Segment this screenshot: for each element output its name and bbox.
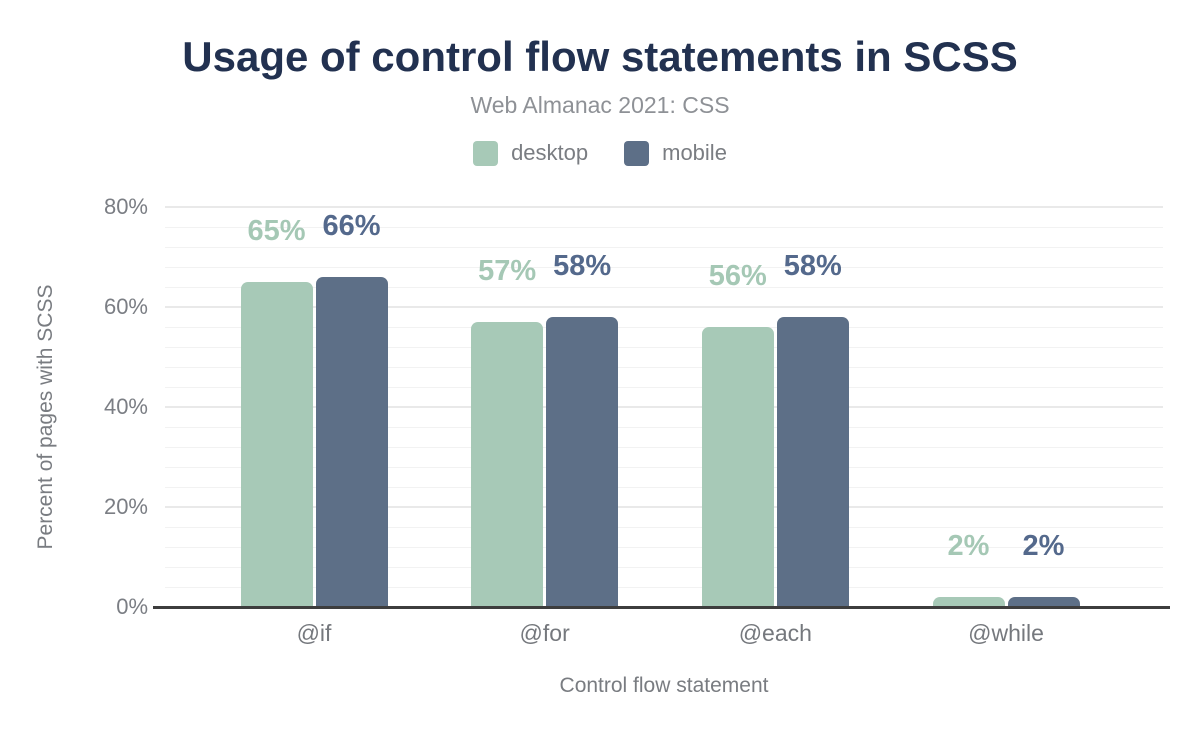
gridline-minor xyxy=(165,587,1163,588)
x-tick-label: @each xyxy=(738,620,812,646)
legend-label-desktop: desktop xyxy=(511,140,589,165)
bar-mobile-if[interactable] xyxy=(315,277,388,607)
bar-value-label: 2% xyxy=(1022,530,1065,562)
bar-value-label: 57% xyxy=(478,255,537,287)
bar-desktop-each[interactable] xyxy=(701,327,774,607)
gridline-major xyxy=(165,506,1163,508)
bar-value-label: 66% xyxy=(322,210,381,242)
gridline-minor xyxy=(165,267,1163,268)
gridline-minor xyxy=(165,327,1163,328)
bar-desktop-while[interactable] xyxy=(932,597,1005,607)
gridline-minor xyxy=(165,447,1163,448)
gridline-minor xyxy=(165,347,1163,348)
y-axis-title: Percent of pages with SCSS xyxy=(34,284,57,550)
gridline-minor xyxy=(165,427,1163,428)
mobile-swatch-icon xyxy=(624,140,650,166)
bar-value-label: 65% xyxy=(247,215,306,247)
legend-label-mobile: mobile xyxy=(662,140,727,165)
gridline-major xyxy=(165,406,1163,408)
legend-item-desktop[interactable]: desktop xyxy=(473,140,588,166)
bar-mobile-for[interactable] xyxy=(546,317,619,607)
x-tick-label: @while xyxy=(968,620,1044,646)
x-tick-label: @if xyxy=(296,620,332,646)
bar-value-label: 58% xyxy=(553,250,612,282)
gridline-minor xyxy=(165,367,1163,368)
plot-area: 0% 20% 40% 60% 80% 65% 66% @if 57% 58% @for 56% 58% @… xyxy=(104,196,1170,646)
chart-title: Usage of control flow statements in SCSS xyxy=(182,33,1018,80)
legend: desktop mobile xyxy=(0,140,1200,166)
y-tick-label: 60% xyxy=(103,294,148,319)
bar-value-label: 58% xyxy=(783,250,842,282)
bar-value-label: 56% xyxy=(708,260,767,292)
y-tick-label: 0% xyxy=(116,594,148,619)
gridline-minor xyxy=(165,467,1163,468)
x-tick-label: @for xyxy=(519,620,570,646)
gridline-minor xyxy=(165,387,1163,388)
bar-desktop-for[interactable] xyxy=(471,322,544,607)
gridline-major xyxy=(165,306,1163,308)
gridline-minor xyxy=(165,227,1163,228)
gridline-minor xyxy=(165,487,1163,488)
bar-desktop-if[interactable] xyxy=(240,282,313,607)
x-axis-title: Control flow statement xyxy=(559,674,769,697)
y-tick-label: 20% xyxy=(103,494,148,519)
x-axis-line xyxy=(153,606,1170,609)
bar-mobile-each[interactable] xyxy=(776,317,849,607)
y-tick-label: 40% xyxy=(103,394,148,419)
gridline-minor xyxy=(165,567,1163,568)
y-tick-label: 80% xyxy=(103,194,148,219)
gridline-minor xyxy=(165,287,1163,288)
gridline-major xyxy=(165,206,1163,208)
legend-item-mobile[interactable]: mobile xyxy=(624,140,727,166)
desktop-swatch-icon xyxy=(473,140,499,166)
gridline-minor xyxy=(165,547,1163,548)
bar-value-label: 2% xyxy=(947,530,990,562)
gridline-minor xyxy=(165,527,1163,528)
gridline-minor xyxy=(165,247,1163,248)
chart-subtitle: Web Almanac 2021: CSS xyxy=(470,92,730,118)
bar-mobile-while[interactable] xyxy=(1007,597,1080,607)
